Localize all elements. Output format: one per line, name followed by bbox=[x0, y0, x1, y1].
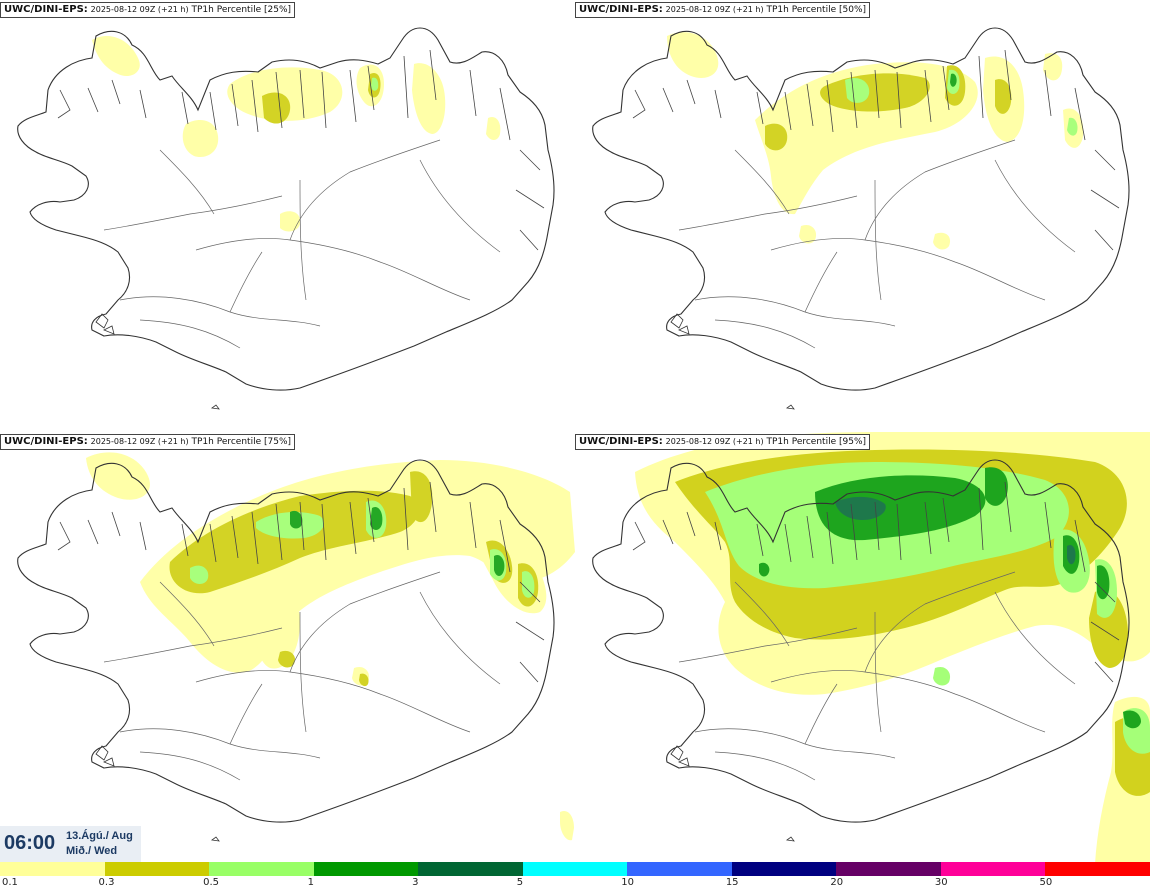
panel-variable-label: TP1h Percentile [75%] bbox=[191, 437, 292, 447]
colorbar-swatch bbox=[836, 862, 941, 876]
valid-time-box: 06:00 13.Ágú./ Aug Mið./ Wed bbox=[0, 826, 141, 862]
panel-title: UWC/DINI-EPS: 2025-08-12 09Z (+21 h) TP1… bbox=[575, 2, 871, 18]
map-panel-p75: UWC/DINI-EPS: 2025-08-12 09Z (+21 h) TP1… bbox=[0, 432, 575, 864]
colorbar-tick-label: 0.5 bbox=[203, 877, 219, 888]
colorbar-tick-label: 1 bbox=[307, 877, 314, 888]
precip-colorbar-ticks: 0.1 0.3 0.5 1 3 5 10 15 20 30 50 bbox=[0, 877, 1150, 891]
precip-map-p25 bbox=[17, 27, 555, 410]
panel-run-label: 2025-08-12 09Z (+21 h) bbox=[665, 437, 764, 446]
map-panel-p50: UWC/DINI-EPS: 2025-08-12 09Z (+21 h) TP1… bbox=[575, 0, 1150, 432]
precip-map-p50 bbox=[592, 27, 1130, 410]
panel-model-label: UWC/DINI-EPS bbox=[579, 436, 659, 447]
panel-title: UWC/DINI-EPS: 2025-08-12 09Z (+21 h) TP1… bbox=[0, 2, 296, 18]
panel-variable-label: TP1h Percentile [50%] bbox=[766, 5, 867, 15]
colorbar-swatch bbox=[522, 862, 628, 876]
valid-time-clock: 06:00 bbox=[4, 832, 56, 854]
panel-variable-label: TP1h Percentile [25%] bbox=[191, 5, 292, 15]
colorbar-swatch bbox=[209, 862, 314, 876]
colorbar-swatch bbox=[313, 862, 419, 876]
panel-run-label: 2025-08-12 09Z (+21 h) bbox=[90, 437, 189, 446]
colorbar-swatch bbox=[731, 862, 837, 876]
precip-colorbar bbox=[0, 862, 1150, 876]
colorbar-tick-label: 3 bbox=[412, 877, 419, 888]
panel-run-label: 2025-08-12 09Z (+21 h) bbox=[665, 5, 764, 14]
panel-run-label: 2025-08-12 09Z (+21 h) bbox=[90, 5, 189, 14]
valid-time-weekday: Mið./ Wed bbox=[66, 845, 118, 857]
panel-model-label: UWC/DINI-EPS bbox=[4, 4, 84, 15]
colorbar-tick-label: 30 bbox=[934, 877, 948, 888]
precip-map-p95 bbox=[592, 432, 1150, 864]
panel-model-label: UWC/DINI-EPS bbox=[4, 436, 84, 447]
colorbar-swatch bbox=[418, 862, 523, 876]
panel-model-label: UWC/DINI-EPS bbox=[579, 4, 659, 15]
colorbar-tick-label: 0.1 bbox=[2, 877, 18, 888]
panel-title: UWC/DINI-EPS: 2025-08-12 09Z (+21 h) TP1… bbox=[575, 434, 871, 450]
colorbar-tick-label: 20 bbox=[830, 877, 844, 888]
colorbar-swatch bbox=[940, 862, 1046, 876]
colorbar-swatch bbox=[1045, 862, 1150, 876]
colorbar-swatch bbox=[104, 862, 210, 876]
precip-map-p75 bbox=[17, 452, 575, 842]
map-panel-p25: UWC/DINI-EPS: 2025-08-12 09Z (+21 h) TP1… bbox=[0, 0, 575, 432]
colorbar-swatch bbox=[627, 862, 732, 876]
colorbar-tick-label: 5 bbox=[516, 877, 524, 888]
colorbar-tick-label: 50 bbox=[1039, 877, 1053, 888]
colorbar-swatch bbox=[0, 862, 105, 876]
panel-title: UWC/DINI-EPS: 2025-08-12 09Z (+21 h) TP1… bbox=[0, 434, 296, 450]
valid-time-date: 13.Ágú./ Aug bbox=[66, 830, 133, 842]
colorbar-tick-label: 10 bbox=[621, 877, 634, 888]
colorbar-tick-label: 15 bbox=[725, 877, 739, 888]
colorbar-tick-label: 0.3 bbox=[98, 877, 115, 888]
panel-variable-label: TP1h Percentile [95%] bbox=[766, 437, 867, 447]
map-panel-p95: UWC/DINI-EPS: 2025-08-12 09Z (+21 h) TP1… bbox=[575, 432, 1150, 864]
